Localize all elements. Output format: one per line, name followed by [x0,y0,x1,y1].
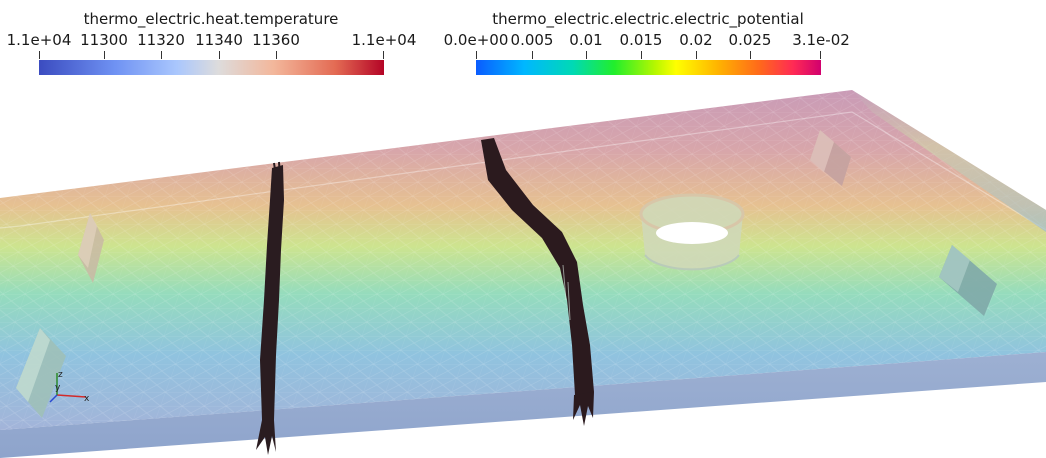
potential-tick: 0.0e+00 [443,31,509,49]
axis-z-label: z [58,370,63,380]
slot-right-lower [939,245,997,316]
potential-tick: 3.1e-02 [792,31,850,49]
temperature-colorbar [39,51,384,75]
orientation-axes: x y z [49,370,90,404]
temperature-tick: 1.1e+04 [6,31,72,49]
plate-rim [0,111,1046,231]
potential-tick: 0.005 [510,31,554,49]
potential-tick: 0.01 [569,31,603,49]
slot-right-upper [810,130,851,186]
temperature-tick: 11340 [195,31,243,49]
potential-tick: 0.02 [679,31,713,49]
axis-x-label: x [84,394,90,404]
temperature-tick: 11360 [252,31,300,49]
axis-y-label: y [55,383,61,393]
slot-left-upper [78,213,104,283]
slot-left-lower [16,328,66,418]
isosurface-right [481,138,594,426]
potential-colorbar-title: thermo_electric.electric.electric_potent… [492,10,804,28]
plate-right-face [852,90,1046,232]
temperature-tick: 11320 [137,31,185,49]
circular-hole [639,193,745,271]
potential-tick: 0.015 [619,31,663,49]
isosurface-left [256,161,284,455]
temperature-colorbar-title: thermo_electric.heat.temperature [83,10,339,28]
potential-colorbar [476,51,821,75]
temperature-tick: 1.1e+04 [351,31,417,49]
temperature-tick: 11300 [80,31,128,49]
potential-tick: 0.025 [728,31,772,49]
